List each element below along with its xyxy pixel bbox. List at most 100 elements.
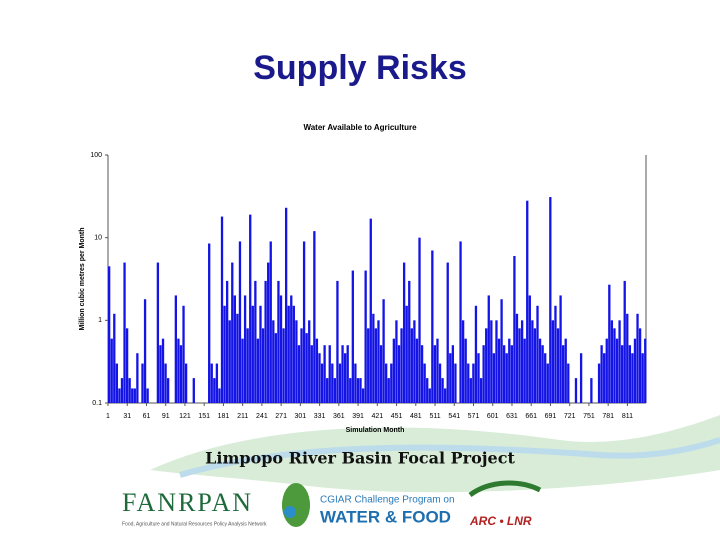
- bar: [613, 328, 616, 403]
- bar: [626, 313, 629, 403]
- bar: [328, 345, 331, 403]
- x-tick-label: 211: [237, 413, 248, 420]
- wave-decoration: [150, 415, 720, 493]
- bar: [395, 320, 398, 403]
- bar: [336, 280, 339, 403]
- bar: [390, 363, 393, 403]
- bar: [233, 295, 236, 403]
- bar: [428, 388, 431, 403]
- bar: [628, 345, 631, 403]
- bar: [508, 338, 511, 403]
- bar: [372, 313, 375, 403]
- fanrpan-subtitle: Food, Agriculture and Natural Resources …: [122, 521, 267, 527]
- bar: [513, 256, 516, 403]
- bar: [544, 353, 547, 403]
- bar: [485, 328, 488, 403]
- bar: [410, 328, 413, 403]
- bar: [184, 363, 188, 403]
- bar: [379, 345, 383, 403]
- bar: [249, 214, 252, 403]
- bar: [118, 388, 121, 403]
- bar: [290, 295, 293, 403]
- x-axis-title: Simulation Month: [346, 427, 405, 434]
- bar: [123, 262, 126, 403]
- bar: [282, 328, 285, 403]
- bar: [354, 363, 357, 403]
- bar: [382, 299, 385, 403]
- bar: [610, 320, 614, 403]
- bar: [192, 378, 195, 403]
- y-tick-label: 1: [98, 317, 102, 324]
- bar: [131, 388, 134, 403]
- x-tick-label: 511: [429, 413, 440, 420]
- bar: [641, 353, 644, 403]
- bar: [559, 295, 562, 403]
- bar: [182, 305, 185, 403]
- bar: [510, 345, 514, 403]
- bar: [228, 320, 231, 403]
- bar: [302, 241, 306, 403]
- bar: [551, 320, 555, 403]
- bar: [208, 243, 211, 403]
- bar: [133, 388, 136, 403]
- x-tick-label: 661: [525, 413, 537, 420]
- bar: [633, 338, 637, 403]
- bar: [441, 378, 444, 403]
- bar: [503, 345, 506, 403]
- x-tick-label: 331: [314, 413, 326, 420]
- bar: [338, 363, 342, 403]
- fanrpan-logo: FANRPAN: [122, 488, 253, 517]
- bar: [215, 363, 219, 403]
- y-tick-label: 10: [94, 235, 102, 242]
- bar: [218, 388, 221, 403]
- bar: [318, 353, 321, 403]
- x-tick-label: 811: [622, 413, 633, 420]
- bar: [597, 363, 601, 403]
- bar: [346, 345, 349, 403]
- bar: [615, 338, 619, 403]
- bar: [533, 328, 537, 403]
- slide-title: Supply Risks: [253, 49, 467, 87]
- water-food-text: WATER & FOOD: [320, 507, 451, 526]
- x-tick-label: 691: [545, 413, 557, 420]
- bar: [387, 378, 390, 403]
- bar: [359, 378, 362, 403]
- bar: [179, 345, 183, 403]
- bar: [631, 353, 634, 403]
- bar: [564, 338, 567, 403]
- bar: [256, 338, 260, 403]
- x-tick-label: 451: [391, 413, 403, 420]
- bar: [638, 328, 642, 403]
- bar: [236, 313, 239, 403]
- bar: [261, 328, 265, 403]
- bar: [220, 216, 224, 403]
- bar: [238, 241, 242, 403]
- bar: [446, 262, 449, 403]
- bar: [364, 270, 367, 403]
- bar: [574, 378, 578, 403]
- bar: [431, 250, 434, 403]
- bar: [495, 320, 498, 403]
- bar: [223, 305, 226, 403]
- bar: [161, 338, 165, 403]
- bar: [400, 328, 403, 403]
- bar: [426, 378, 429, 403]
- bar: [567, 363, 570, 403]
- bar: [115, 363, 119, 403]
- bar: [274, 333, 278, 403]
- bar: [523, 338, 526, 403]
- bar: [300, 328, 303, 403]
- y-axis-title: Million cubic metres per Month: [79, 227, 86, 330]
- bar: [561, 345, 565, 403]
- bar: [305, 333, 308, 403]
- bar: [413, 320, 416, 403]
- bar: [264, 280, 267, 403]
- bar: [433, 345, 437, 403]
- bar: [351, 270, 354, 403]
- arc-lnr-text: ARC • LNR: [469, 514, 532, 528]
- bar: [374, 328, 378, 403]
- bar: [461, 320, 465, 403]
- bar: [449, 353, 452, 403]
- bar: [603, 353, 606, 403]
- bar: [492, 353, 496, 403]
